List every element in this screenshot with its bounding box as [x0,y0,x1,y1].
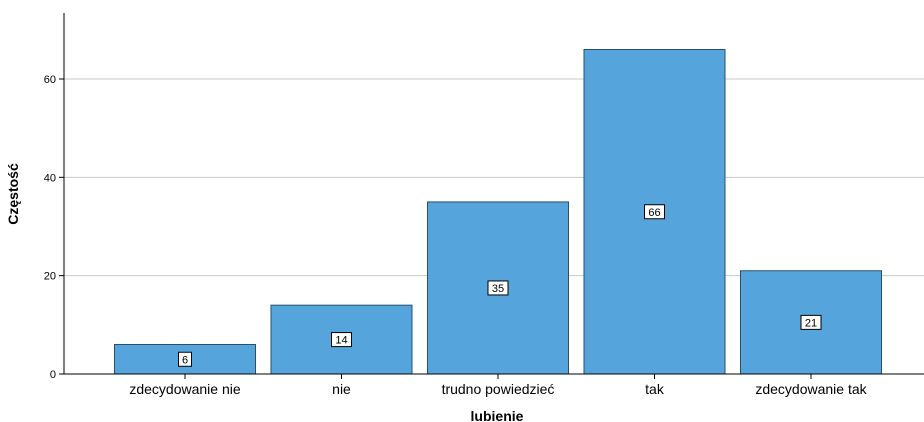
y-tick-label: 0 [50,369,56,381]
data-label: 21 [805,317,817,329]
data-label-box [800,314,822,330]
data-label-box [644,204,665,220]
x-category-label: nie [332,381,351,397]
data-label: 6 [182,354,188,366]
y-axis-title: Częstość [5,163,21,225]
data-label: 35 [492,283,504,295]
y-tick-label: 20 [44,271,56,283]
bars: 6 14 35 66 21 [114,49,882,375]
x-category-label: trudno powiedzieć [442,381,555,397]
data-label-box [331,332,352,348]
x-category-label: tak [645,381,665,397]
x-category-label: zdecydowanie tak [755,381,867,397]
data-label: 66 [648,207,660,219]
data-label-box [178,351,192,367]
data-label-box [487,280,509,296]
y-tick-label: 60 [44,74,56,86]
y-tick-labels: 0 20 40 60 [44,74,64,381]
data-label: 14 [335,335,347,347]
x-axis-title: lubienie [471,408,524,422]
axes [63,13,924,375]
x-category-label: zdecydowanie nie [129,381,241,397]
y-tick-label: 40 [44,172,56,184]
x-category-labels: zdecydowanie nie nie trudno powiedzieć tak z… [129,374,868,397]
